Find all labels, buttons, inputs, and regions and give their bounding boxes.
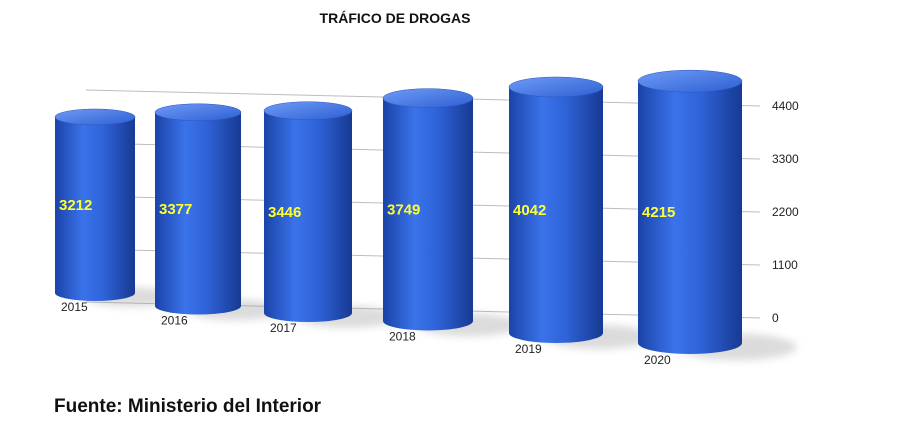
- data-label: 3446: [268, 204, 301, 221]
- x-tick-label: 2017: [270, 321, 297, 335]
- bar-body: [509, 86, 603, 344]
- x-tick-label: 2019: [515, 342, 542, 356]
- y-tick-label: 1100: [772, 258, 798, 272]
- data-label: 3212: [59, 197, 92, 214]
- bar-cap: [637, 69, 743, 93]
- x-tick-label: 2015: [61, 300, 88, 314]
- y-tick-label: 0: [772, 311, 779, 325]
- bar-body: [264, 110, 352, 322]
- bar-cap: [382, 88, 474, 108]
- bar: [263, 101, 353, 322]
- bar-body: [638, 81, 742, 354]
- data-label: 3749: [387, 202, 420, 219]
- data-label: 4042: [513, 202, 546, 219]
- bar: [637, 69, 743, 354]
- bar-body: [155, 112, 241, 315]
- y-tick-label: 2200: [772, 205, 799, 219]
- bar: [382, 88, 474, 331]
- chart-title: TRÁFICO DE DROGAS: [319, 10, 471, 26]
- bar-body: [55, 116, 135, 302]
- source-note: Fuente: Ministerio del Interior: [54, 396, 322, 417]
- x-tick-label: 2016: [161, 314, 188, 328]
- bar-body: [383, 98, 473, 331]
- bar: [154, 103, 242, 315]
- bar-cap: [54, 108, 136, 126]
- bar-cap: [154, 103, 242, 122]
- data-label: 3377: [159, 201, 192, 218]
- bar: [508, 76, 604, 344]
- bar: [54, 108, 136, 302]
- y-tick-label: 3300: [772, 152, 799, 166]
- x-tick-label: 2020: [644, 353, 671, 367]
- y-tick-label: 4400: [772, 99, 799, 113]
- bar-cap: [508, 76, 604, 98]
- x-tick-label: 2018: [389, 330, 416, 344]
- bar-cap: [263, 101, 353, 120]
- data-label: 4215: [642, 204, 675, 221]
